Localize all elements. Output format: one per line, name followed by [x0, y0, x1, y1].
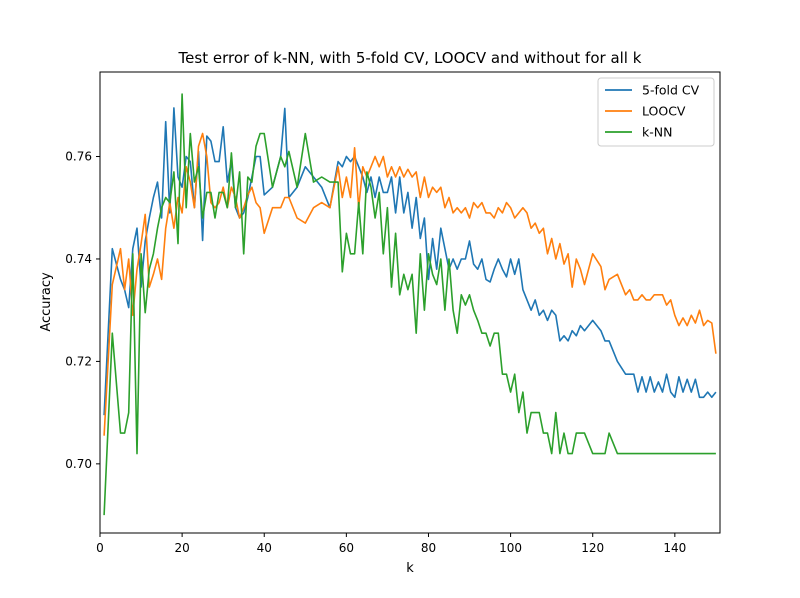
x-tick-label: 0: [96, 541, 104, 555]
series-line-5-fold-cv: [103, 107, 717, 416]
x-tick-label: 140: [663, 541, 686, 555]
series-line-k-nn: [103, 93, 716, 516]
chart-title: Test error of k-NN, with 5-fold CV, LOOC…: [178, 49, 642, 67]
series-layer: [103, 93, 717, 516]
plot-frame: [99, 71, 721, 534]
x-tick-label: 80: [421, 541, 436, 555]
legend-box: [597, 77, 715, 147]
legend-label: k-NN: [642, 125, 672, 140]
x-tick-label: 100: [499, 541, 522, 555]
y-tick-label: 0.74: [65, 252, 92, 266]
y-tick-label: 0.72: [65, 354, 92, 368]
y-tick-label: 0.70: [65, 457, 92, 471]
x-axis-label: k: [406, 561, 414, 576]
x-tick-label: 20: [174, 541, 189, 555]
y-axis-label: Accuracy: [39, 272, 54, 332]
x-axis: 0 20 40 60 80 100 120 140: [96, 533, 686, 555]
x-tick-label: 40: [257, 541, 272, 555]
legend: 5-fold CV LOOCV k-NN: [597, 77, 715, 147]
y-axis: 0.70 0.72 0.74 0.76: [65, 150, 100, 471]
series-line-loocv: [103, 132, 717, 436]
y-tick-label: 0.76: [65, 150, 92, 164]
legend-label: LOOCV: [642, 104, 686, 119]
x-tick-label: 120: [581, 541, 604, 555]
x-tick-label: 60: [339, 541, 354, 555]
legend-label: 5-fold CV: [642, 83, 700, 98]
